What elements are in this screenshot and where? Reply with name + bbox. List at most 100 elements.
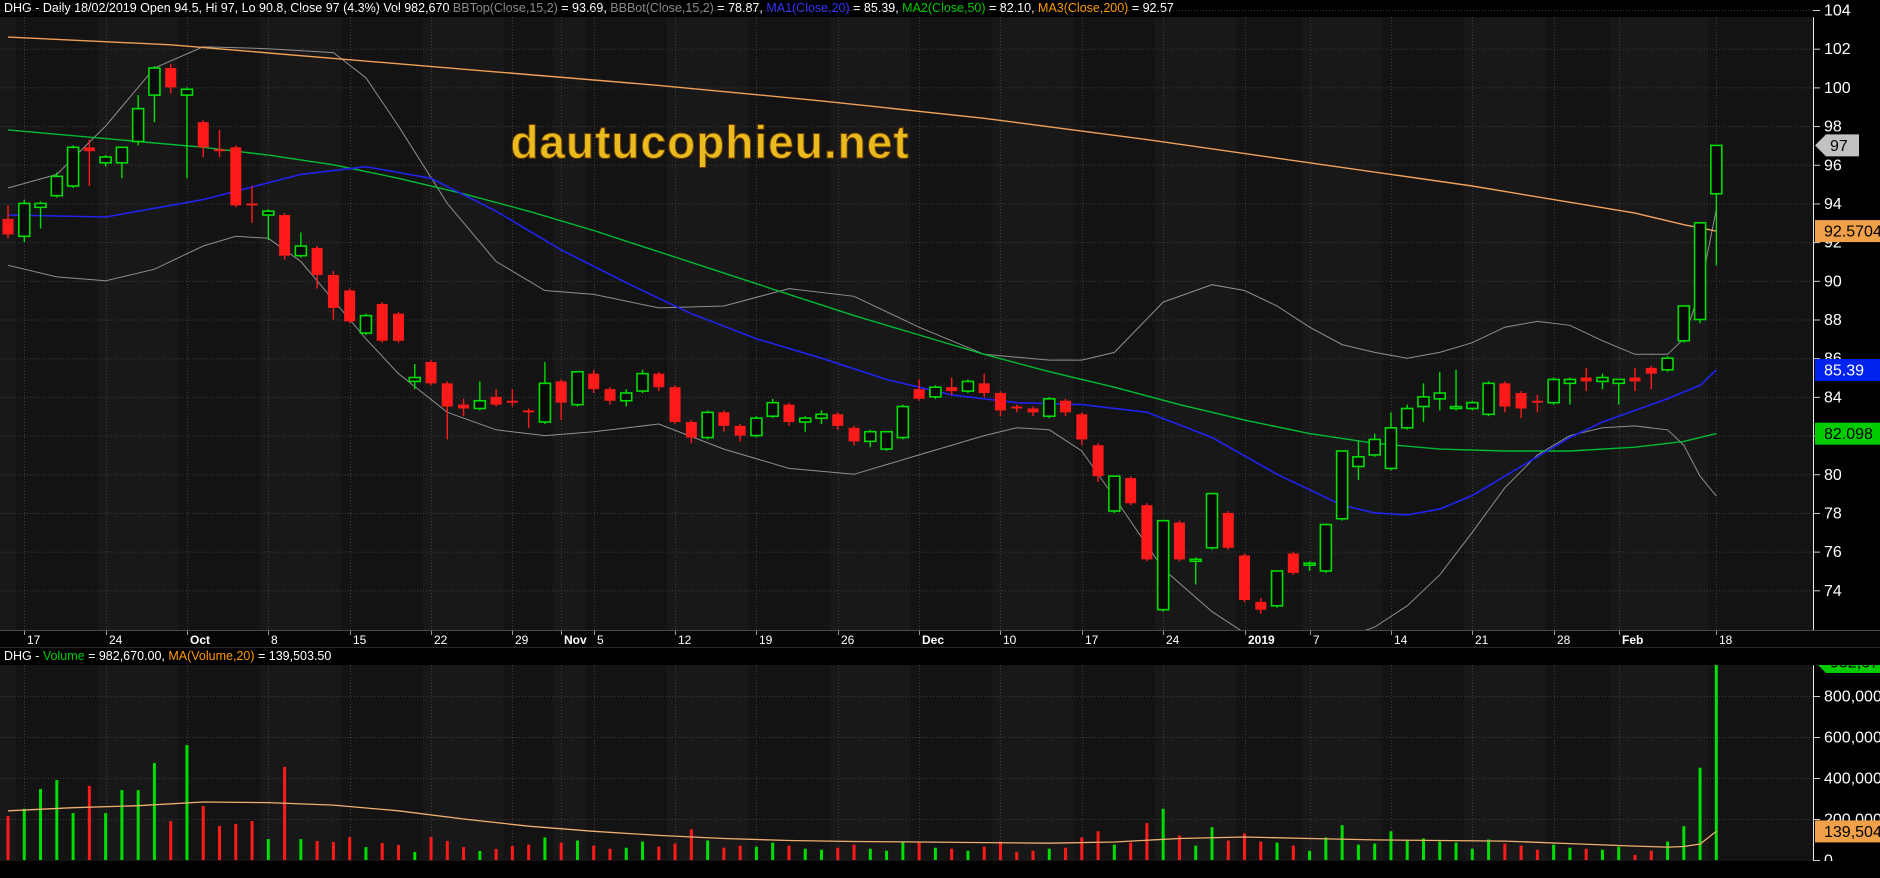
- candle-body: [197, 122, 209, 148]
- volume-bar: [722, 847, 726, 860]
- volume-bar: [1291, 845, 1295, 860]
- candle-body: [1303, 562, 1316, 566]
- candle-body: [1239, 555, 1251, 600]
- volume-bar: [982, 846, 986, 860]
- volume-bar: [868, 848, 872, 860]
- ma20-callout: 85.39: [1815, 358, 1880, 381]
- candle-body: [604, 389, 616, 401]
- candle-body: [1384, 427, 1398, 470]
- x-axis-tick: [350, 631, 351, 635]
- x-axis-label-12: 12: [678, 633, 692, 647]
- candle-body: [131, 107, 145, 143]
- x-axis-tick: [594, 631, 595, 635]
- candle-body: [1319, 523, 1333, 572]
- volume-bar: [1096, 831, 1100, 860]
- candle-body: [1205, 492, 1219, 549]
- candle-body: [1693, 221, 1707, 321]
- candle-body: [34, 202, 47, 209]
- bollinger-top-line: [7, 46, 1717, 361]
- volume-bar: [22, 808, 26, 860]
- price-axis-label: 80: [1824, 467, 1842, 484]
- volume-header-segment-2: = 982,670.00,: [84, 649, 169, 663]
- week-band: [16, 17, 98, 861]
- week-band: [748, 17, 830, 861]
- candle-body: [701, 411, 714, 439]
- price-header-segment-1: BBTop(Close,15,2): [452, 1, 558, 15]
- price-axis-label: 74: [1824, 583, 1842, 600]
- candle-body: [1222, 512, 1234, 548]
- volume-bar: [1552, 844, 1556, 860]
- volume-bar: [413, 852, 417, 860]
- candle-body: [165, 68, 177, 88]
- ma20-callout-bg: [1815, 358, 1880, 381]
- volume-bar: [1535, 849, 1539, 860]
- candle-body: [17, 202, 31, 238]
- x-axis-label-26: 26: [841, 633, 855, 647]
- candle-body: [230, 147, 242, 206]
- volume-bar: [1584, 848, 1588, 860]
- x-axis-label-19: 19: [759, 633, 773, 647]
- volume-ma-line: [7, 801, 1717, 848]
- volume-bar: [364, 847, 368, 860]
- volume-bar: [1145, 823, 1149, 860]
- candle-body: [441, 383, 453, 407]
- volume-bar: [1194, 845, 1198, 860]
- volume-bar: [803, 848, 807, 860]
- candle-body: [1060, 400, 1072, 413]
- candle-body: [1189, 558, 1203, 563]
- candle-body: [1710, 144, 1723, 195]
- price-header-segment-3: BBBot(Close,15,2): [610, 1, 714, 15]
- x-axis-label-22: 22: [434, 633, 448, 647]
- volume-bar: [169, 821, 173, 860]
- candle-body: [619, 392, 633, 402]
- gridlines: [0, 10, 1813, 861]
- x-axis-tick: [512, 631, 513, 635]
- candle-body: [815, 413, 828, 419]
- week-band: [585, 17, 667, 861]
- volume-bar: [218, 825, 222, 860]
- x-axis-tick: [187, 631, 188, 635]
- candlestick-layer[interactable]: [2, 64, 1723, 614]
- x-axis-label-14: 14: [1394, 633, 1408, 647]
- candle-body: [1515, 393, 1527, 409]
- volume-bar: [1470, 848, 1474, 860]
- candle-body: [99, 156, 112, 164]
- price-header-segment-8: = 82.10,: [985, 1, 1039, 15]
- volume-bar: [429, 837, 433, 860]
- week-band: [178, 17, 261, 861]
- candle-body: [246, 203, 258, 206]
- volume-bar: [1047, 848, 1051, 860]
- volume-bar: [380, 842, 384, 860]
- volume-bar: [1210, 827, 1214, 860]
- candle-body: [994, 393, 1006, 411]
- candle-body: [783, 404, 795, 423]
- candle-body: [1076, 414, 1088, 440]
- x-axis-tick: [561, 631, 562, 635]
- volume-bar: [787, 845, 791, 860]
- candle-body: [685, 422, 697, 438]
- candle-body: [1368, 438, 1381, 456]
- candle-body: [2, 218, 14, 235]
- volume-bar: [71, 813, 75, 860]
- volume-bar: [478, 850, 482, 860]
- last-close-callout-text: 97: [1830, 138, 1848, 155]
- volume-bar: [1340, 825, 1344, 860]
- volume-header-segment-1: Volume: [42, 649, 85, 663]
- price-axis-label: 78: [1824, 505, 1842, 522]
- x-axis-label-2019: 2019: [1248, 633, 1275, 647]
- candle-body: [1092, 445, 1104, 477]
- candle-body: [1011, 406, 1023, 409]
- volume-bar: [1600, 849, 1604, 860]
- volume-bar: [852, 844, 856, 860]
- candle-body: [1156, 519, 1170, 611]
- x-axis-tick: [1391, 631, 1392, 635]
- x-axis-tick: [268, 631, 269, 635]
- volume-bar: [950, 848, 954, 860]
- price-axis-label: 94: [1824, 196, 1842, 213]
- volume-bar: [104, 813, 108, 860]
- x-axis-label-28: 28: [1557, 633, 1571, 647]
- week-band: [260, 17, 342, 861]
- volume-bar: [575, 840, 579, 860]
- volume-bar: [836, 847, 840, 860]
